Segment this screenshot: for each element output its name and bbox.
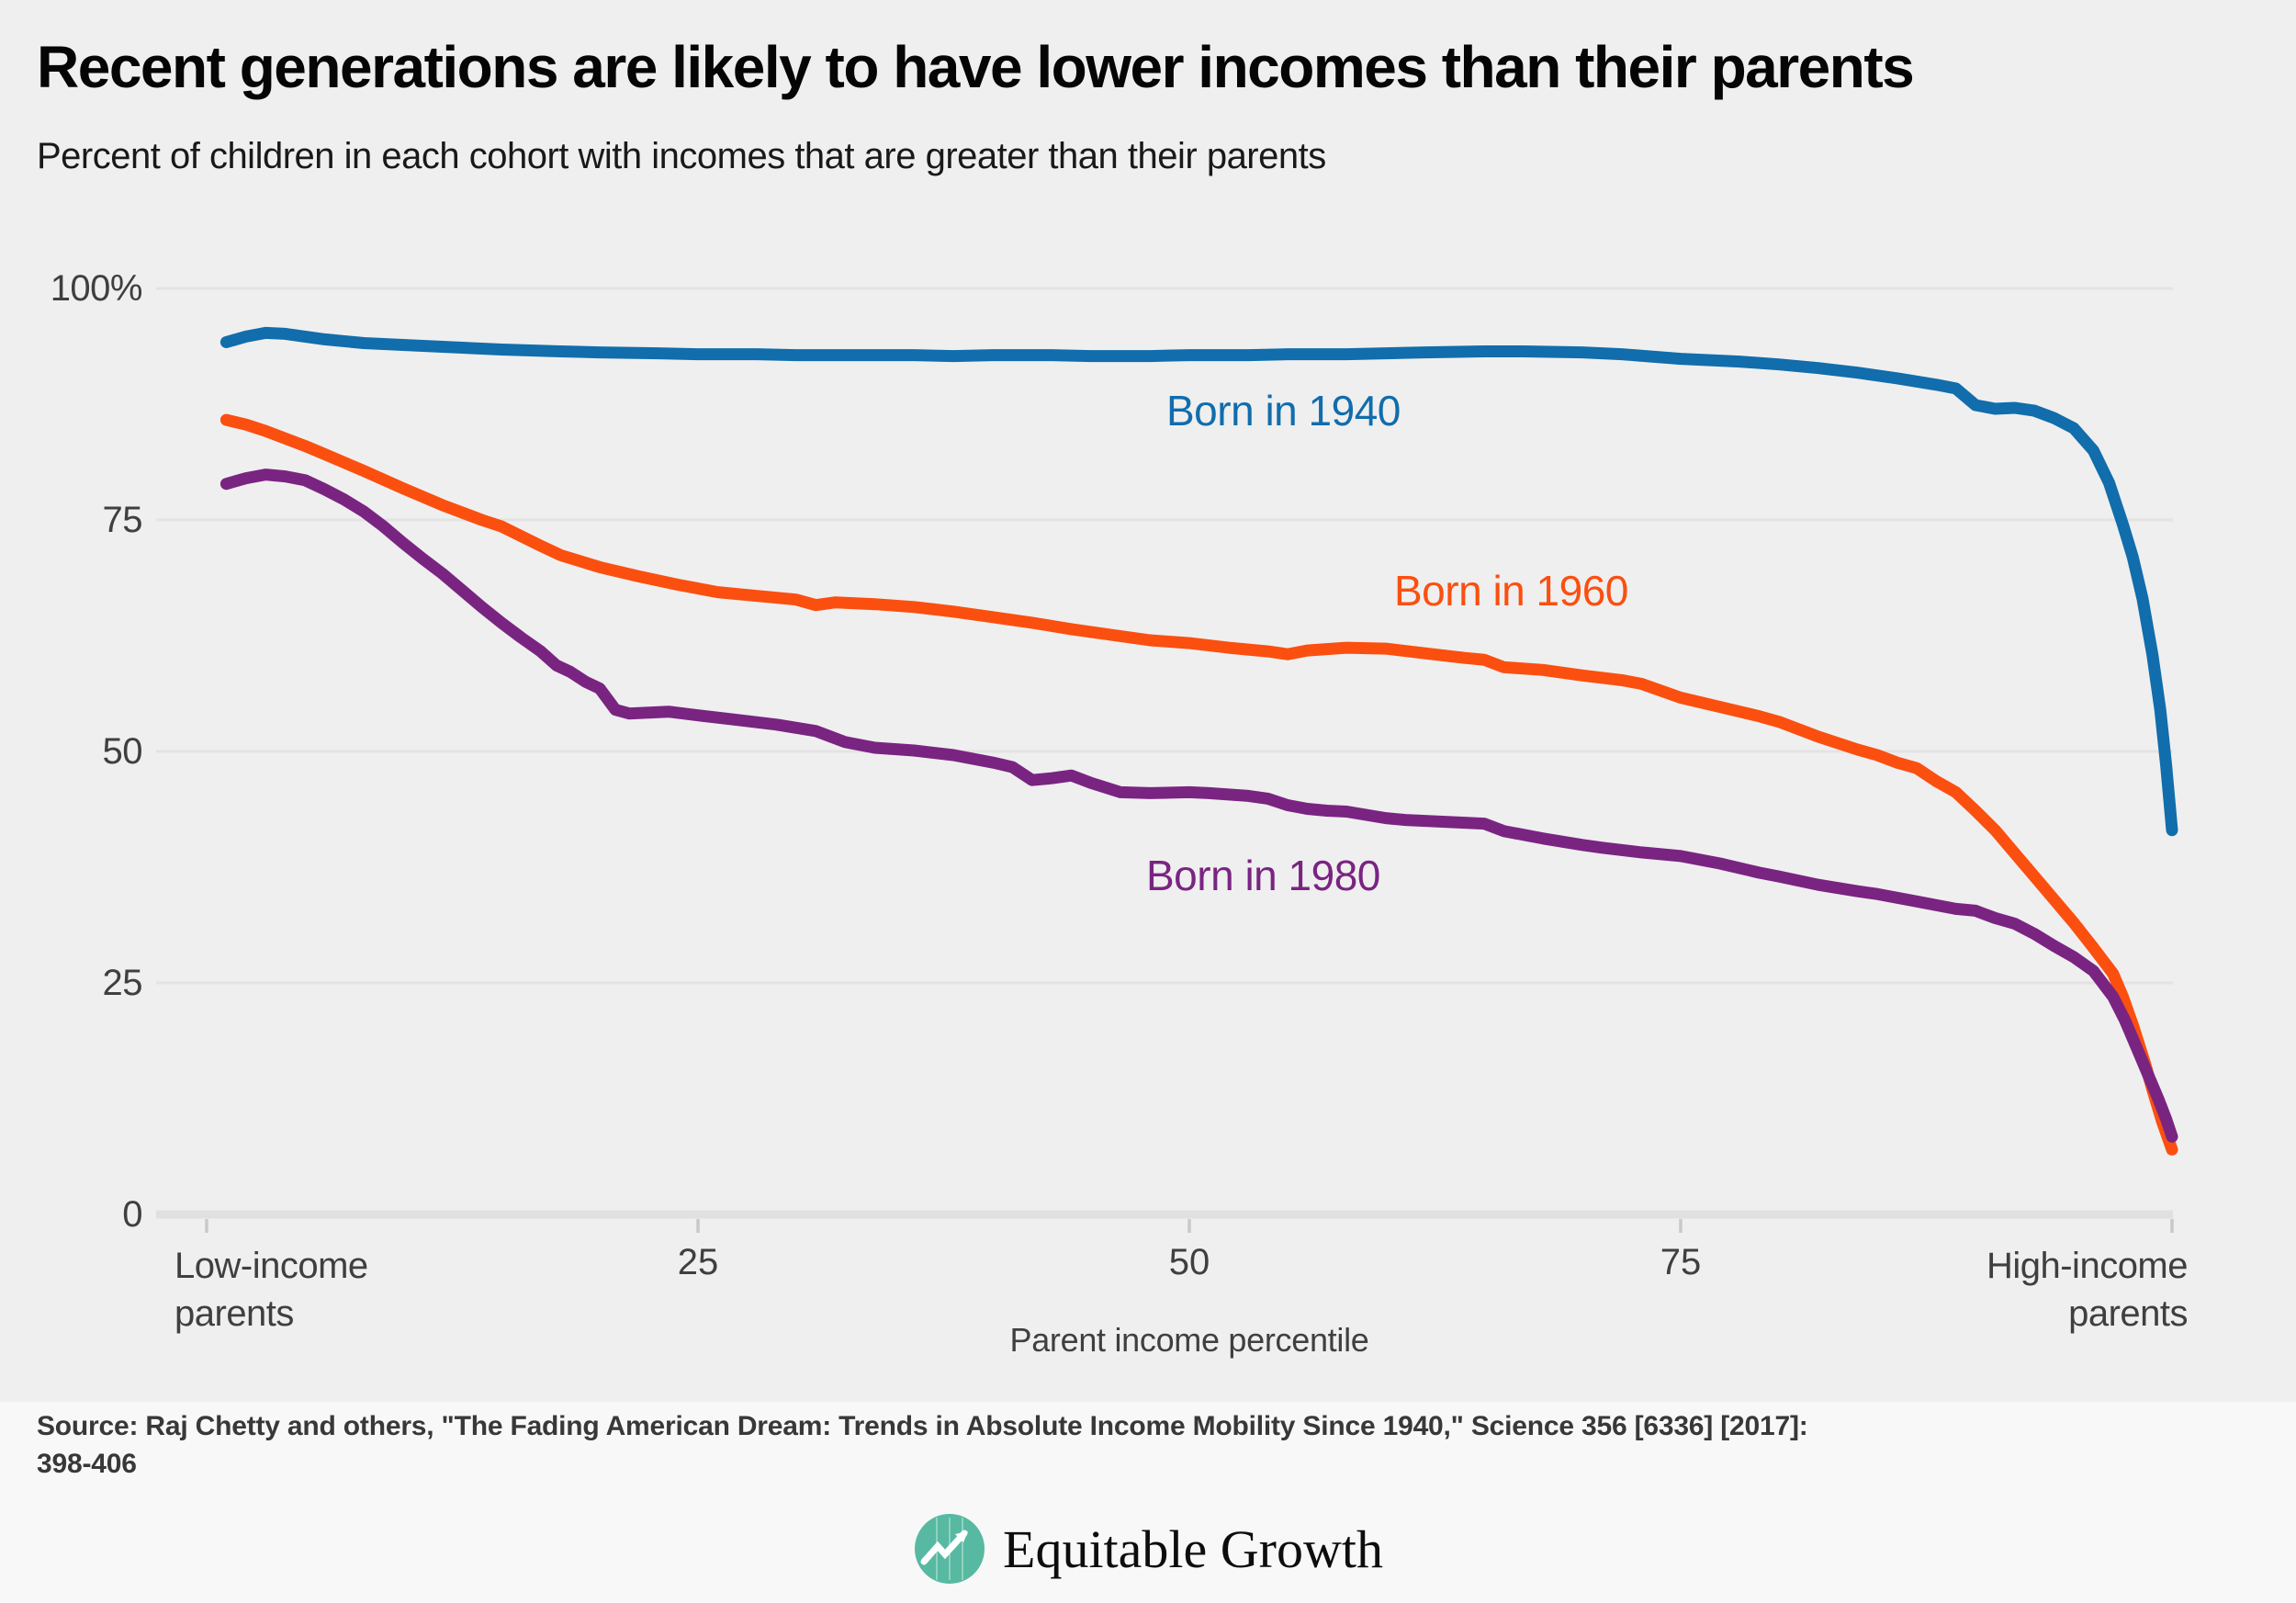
x-axis-label-25: 25 xyxy=(677,1242,719,1282)
series-label-born-1940: Born in 1940 xyxy=(1166,387,1401,435)
source-note: Source: Raj Chetty and others, "The Fadi… xyxy=(37,1407,2259,1483)
y-axis-label-50: 50 xyxy=(102,731,143,772)
line-born-in-1940 xyxy=(219,326,2178,837)
x-axis-label-low-income: Low-income parents xyxy=(174,1246,368,1334)
y-axis-label-100: 100% xyxy=(50,268,143,309)
series-label-born-1960: Born in 1960 xyxy=(1394,567,1628,615)
y-axis-label-25: 25 xyxy=(102,963,143,1003)
y-axis-label-75: 75 xyxy=(102,500,143,540)
y-axis-label-0: 0 xyxy=(122,1194,142,1235)
source-line-2: 398-406 xyxy=(37,1449,137,1479)
line-chart-circle-icon xyxy=(915,1514,985,1584)
x-axis-label-high-income: High-income parents xyxy=(1986,1246,2189,1334)
equitable-growth-logo: Equitable Growth xyxy=(0,1512,2296,1586)
page-subtitle: Percent of children in each cohort with … xyxy=(37,136,1326,176)
source-line-1: Source: Raj Chetty and others, "The Fadi… xyxy=(37,1411,1808,1441)
series-label-born-1980: Born in 1980 xyxy=(1146,852,1380,899)
x-axis-label-75: 75 xyxy=(1660,1242,1702,1282)
x-axis-title: Parent income percentile xyxy=(1009,1321,1369,1359)
line-born-in-1960 xyxy=(219,413,2178,1156)
logo-text: Equitable Growth xyxy=(1003,1518,1383,1579)
page-title: Recent generations are likely to have lo… xyxy=(37,34,1915,100)
footer: Source: Raj Chetty and others, "The Fadi… xyxy=(0,1402,2296,1603)
x-axis-label-50: 50 xyxy=(1168,1242,1210,1282)
line-born-in-1980 xyxy=(219,468,2178,1143)
